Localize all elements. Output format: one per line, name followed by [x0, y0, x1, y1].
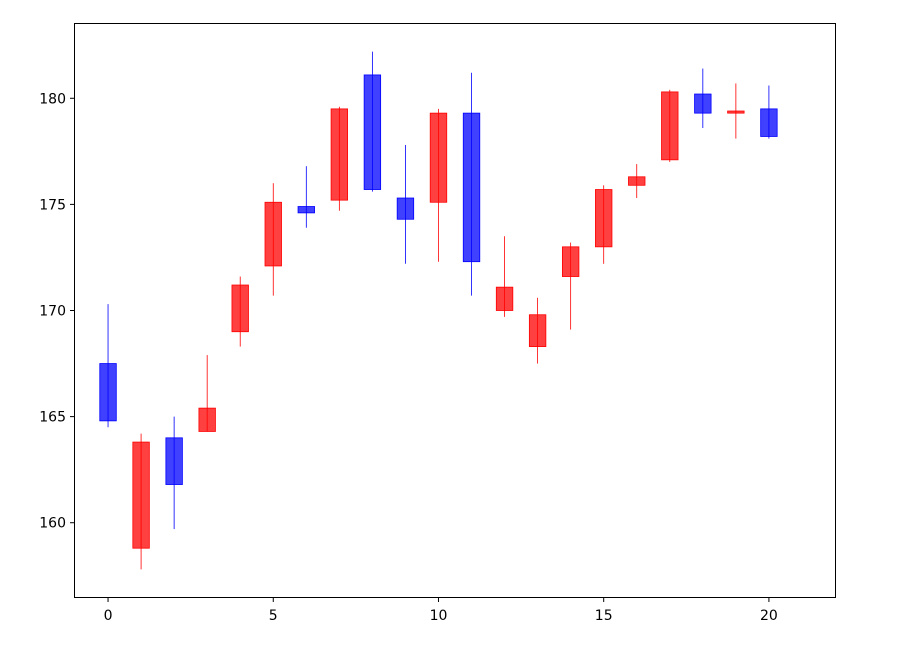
y-tick-label: 160 — [39, 516, 66, 532]
y-tick-label: 175 — [39, 197, 66, 213]
candle — [363, 51, 382, 192]
candle-body — [264, 201, 282, 267]
candle — [694, 68, 712, 128]
candle-body — [297, 206, 315, 214]
candle — [628, 164, 646, 199]
x-axis: 0 5 10 15 20 — [104, 597, 778, 624]
candle-body — [760, 108, 778, 137]
candles-group — [99, 51, 778, 570]
candle — [462, 72, 481, 296]
candle — [231, 276, 249, 347]
candle-body — [396, 197, 415, 220]
candle-body — [628, 176, 646, 186]
y-tick-label: 180 — [39, 91, 66, 107]
candle — [165, 416, 183, 530]
candle-body — [661, 91, 679, 161]
candle-body — [561, 246, 580, 277]
candle — [396, 144, 415, 264]
candle-body — [165, 437, 183, 485]
candle — [528, 297, 547, 364]
candle — [198, 355, 216, 432]
candle-body — [231, 284, 249, 333]
candle — [132, 433, 150, 570]
y-axis: 160 165 170 175 180 — [39, 91, 75, 532]
x-tick-label: 10 — [430, 608, 448, 624]
candle — [495, 236, 514, 317]
candle-body — [330, 108, 349, 201]
x-tick-label: 5 — [269, 608, 278, 624]
candle-body — [429, 112, 448, 203]
candle — [264, 183, 282, 296]
candle — [595, 185, 613, 264]
candle-body — [198, 407, 216, 432]
candle — [727, 83, 745, 139]
candle-body — [595, 189, 613, 248]
candle — [99, 304, 117, 428]
candle — [661, 89, 679, 162]
candle — [330, 106, 349, 211]
candle-body — [727, 110, 745, 114]
candle — [561, 242, 580, 330]
candle-body — [132, 441, 150, 549]
candle — [429, 108, 448, 262]
y-tick-label: 170 — [39, 304, 66, 320]
candle — [297, 166, 315, 228]
candle-body — [363, 74, 382, 190]
candle-body — [462, 112, 481, 263]
candle-body — [99, 363, 117, 422]
candle-body — [528, 314, 547, 347]
candle-body — [694, 93, 712, 114]
y-tick-label: 165 — [39, 410, 66, 426]
candle-body — [495, 286, 514, 311]
candle — [760, 85, 778, 139]
x-tick-label: 20 — [760, 608, 778, 624]
x-tick-label: 15 — [595, 608, 613, 624]
x-tick-label: 0 — [104, 608, 113, 624]
